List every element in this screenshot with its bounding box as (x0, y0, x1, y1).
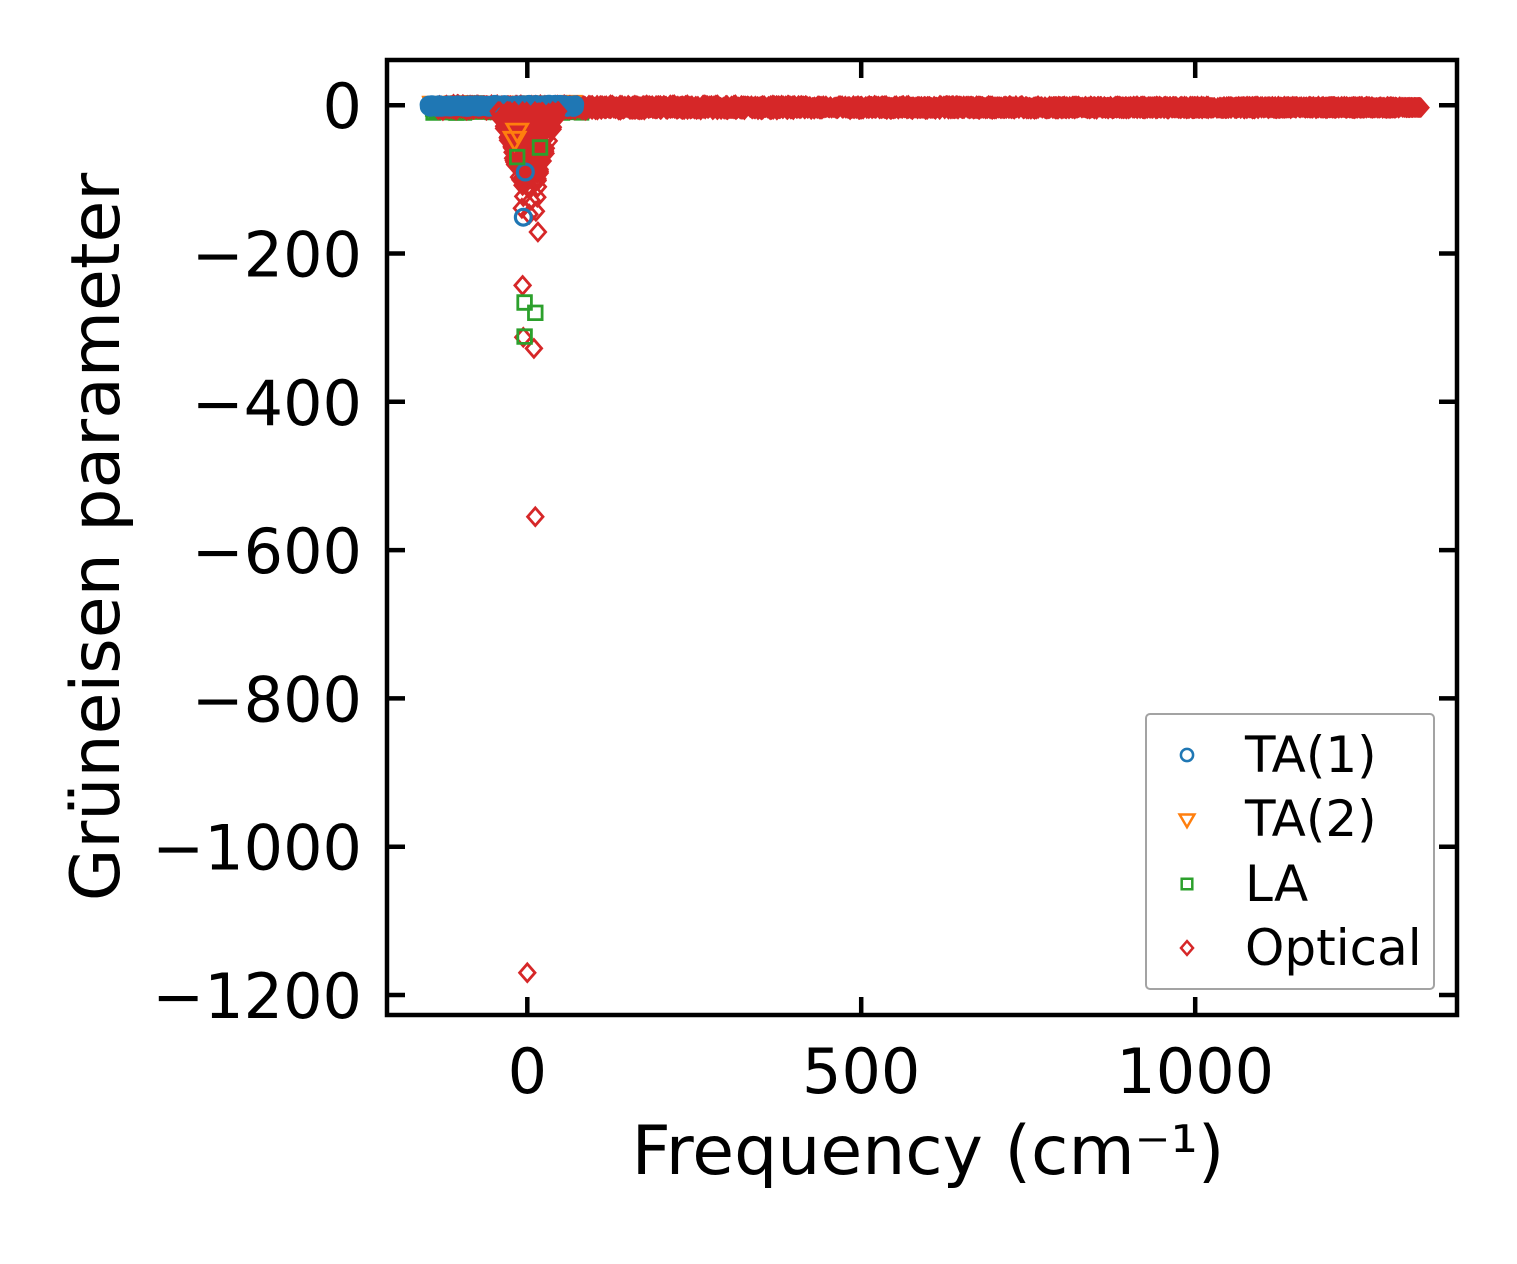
series-outliers-LA (509, 139, 549, 345)
y-tick-label--1200: −1200 (152, 960, 362, 1033)
legend-label-ta2: TA(2) (1245, 790, 1377, 849)
x-axis-label: Frequency (cm⁻¹) (631, 1112, 1225, 1191)
legend-item-optical: Optical (1147, 919, 1433, 977)
y-tick-label--400: −400 (192, 367, 362, 440)
legend-label-optical: Optical (1245, 918, 1422, 977)
plot-frame (384, 57, 1460, 1018)
y-tick-label--200: −200 (192, 219, 362, 292)
x-tick-label-1000: 1000 (1116, 1035, 1274, 1108)
x-tick-label-500: 500 (802, 1035, 920, 1108)
legend-item-la: LA (1147, 855, 1433, 913)
legend-label-ta1: TA(1) (1245, 726, 1377, 785)
scatter-series (419, 93, 1430, 984)
y-axis-label: Grüneisen parameter (57, 172, 136, 902)
y-tick-label--800: −800 (192, 663, 362, 736)
legend-label-la: LA (1245, 854, 1309, 913)
circle-marker-icon (1179, 747, 1195, 763)
x-tick-label-0: 0 (508, 1035, 547, 1108)
y-tick-label-0: 0 (323, 70, 362, 143)
diamond-marker-icon (1179, 939, 1195, 957)
triangle-down-marker-icon (1177, 813, 1197, 831)
series-outliers-TA(1) (513, 162, 535, 227)
legend-item-ta2: TA(2) (1147, 790, 1433, 848)
square-marker-icon (1180, 877, 1194, 891)
y-tick-label--600: −600 (192, 515, 362, 588)
series-outliers-TA(2) (501, 122, 531, 153)
legend-item-ta1: TA(1) (1147, 726, 1433, 784)
series-outliers-Optical (512, 174, 548, 984)
legend: TA(1) TA(2) LA Optical (1145, 713, 1435, 990)
y-tick-label--1000: −1000 (152, 812, 362, 885)
axis-ticks (387, 60, 1457, 1015)
